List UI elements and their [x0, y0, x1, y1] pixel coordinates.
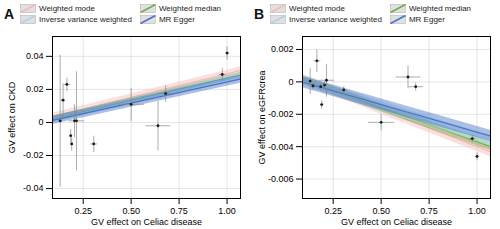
html-text:Inverse variance weighted: Inverse variance weighted — [39, 15, 132, 24]
svg-text:-0.006: -0.006 — [268, 174, 294, 184]
html-text:A: A — [4, 6, 15, 22]
svg-text:0: 0 — [288, 77, 293, 87]
svg-text:0.75: 0.75 — [170, 206, 188, 216]
svg-text:GV effect on eGFRcrea: GV effect on eGFRcrea — [257, 71, 267, 165]
svg-text:0.002: 0.002 — [271, 44, 294, 54]
html-text:Inverse variance weighted: Inverse variance weighted — [289, 15, 382, 24]
svg-text:1.00: 1.00 — [468, 206, 486, 216]
svg-text:0.04: 0.04 — [26, 51, 44, 61]
svg-text:GV effect on Celiac disease: GV effect on Celiac disease — [341, 217, 452, 227]
svg-text:-0.002: -0.002 — [268, 109, 294, 119]
svg-text:-0.04: -0.04 — [23, 183, 44, 193]
html-text:Weighted mode: Weighted mode — [289, 4, 345, 13]
svg-text:0.25: 0.25 — [74, 206, 92, 216]
html-text:B: B — [254, 6, 265, 22]
svg-text:0.50: 0.50 — [122, 206, 140, 216]
svg-text:GV effect on Celiac disease: GV effect on Celiac disease — [91, 217, 202, 227]
html-text:MR Egger: MR Egger — [409, 15, 445, 24]
svg-text:GV effect on CKD: GV effect on CKD — [7, 81, 17, 153]
html-text:Weighted median: Weighted median — [409, 4, 472, 13]
html-text:Weighted mode: Weighted mode — [39, 4, 95, 13]
svg-text:0: 0 — [38, 117, 43, 127]
svg-text:-0.02: -0.02 — [23, 150, 44, 160]
svg-text:0.75: 0.75 — [420, 206, 438, 216]
svg-text:0.25: 0.25 — [324, 206, 342, 216]
html-text:Weighted median: Weighted median — [159, 4, 222, 13]
svg-text:-0.004: -0.004 — [268, 142, 294, 152]
svg-text:1.00: 1.00 — [218, 206, 236, 216]
html-text:MR Egger: MR Egger — [159, 15, 195, 24]
svg-text:0.02: 0.02 — [26, 84, 44, 94]
svg-text:0.50: 0.50 — [372, 206, 390, 216]
